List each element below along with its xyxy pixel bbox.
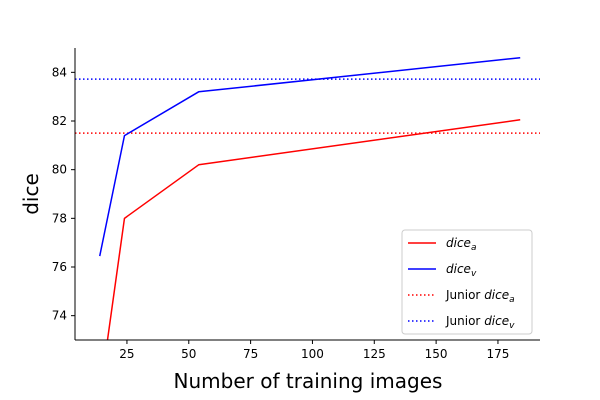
x-tick-label: 50 xyxy=(181,347,196,361)
x-tick-label: 125 xyxy=(363,347,386,361)
y-tick-label: 80 xyxy=(52,163,67,177)
x-tick-label: 75 xyxy=(243,347,258,361)
legend-box xyxy=(401,229,533,335)
series-line-2 xyxy=(98,56,521,257)
y-tick-label: 84 xyxy=(52,65,67,79)
y-tick-label: 78 xyxy=(52,211,67,225)
y-tick-label: 82 xyxy=(52,114,67,128)
plot-lines xyxy=(75,56,540,340)
legend-label-3: Junior dicea xyxy=(445,288,515,305)
legend-label-1: dicea xyxy=(446,236,476,253)
x-axis-title: Number of training images xyxy=(174,369,443,393)
x-ticks: 25 50 75 100 125 150 175 xyxy=(119,340,509,361)
axes xyxy=(74,48,540,341)
y-ticks: 74 76 78 80 82 84 xyxy=(52,65,75,323)
y-tick-label: 74 xyxy=(52,309,67,323)
series-line-1 xyxy=(106,119,521,340)
legend-label-2: dicev xyxy=(446,262,477,279)
legend: dicea dicev Junior dicea Junior dicev xyxy=(401,229,533,335)
x-tick-label: 25 xyxy=(119,347,134,361)
y-axis-title: dice xyxy=(19,173,43,215)
y-tick-label: 76 xyxy=(52,260,67,274)
legend-label-4: Junior dicev xyxy=(445,314,515,331)
x-tick-label: 100 xyxy=(301,347,324,361)
x-tick-label: 150 xyxy=(425,347,448,361)
x-tick-label: 175 xyxy=(486,347,509,361)
